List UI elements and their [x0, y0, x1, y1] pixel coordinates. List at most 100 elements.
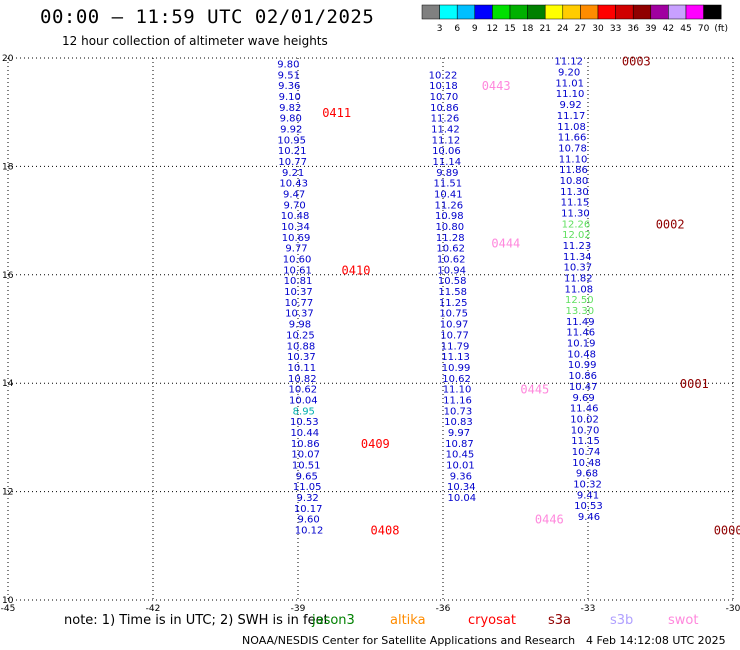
color-scale-label: 24 — [557, 24, 569, 34]
wave-height-label: 9.51 — [278, 70, 300, 81]
wave-height-label: 10.83 — [444, 417, 473, 428]
wave-height-label: 10.34 — [281, 222, 310, 233]
color-scale-swatch — [544, 4, 564, 20]
wave-height-label: 9.60 — [298, 515, 320, 526]
footnote: note: 1) Time is in UTC; 2) SWH is in fe… — [64, 613, 329, 628]
y-tick-label: 16 — [2, 271, 14, 281]
wave-height-label: 11.14 — [433, 157, 462, 168]
wave-height-label: 9.36 — [450, 471, 472, 482]
wave-height-label: 12.26 — [562, 219, 591, 230]
wave-height-label: 10.86 — [291, 439, 320, 450]
wave-height-label: 9.21 — [282, 168, 304, 179]
wave-height-label: 10.94 — [437, 265, 466, 276]
wave-height-label: 10.53 — [290, 417, 319, 428]
wave-height-label: 10.48 — [567, 349, 596, 360]
color-scale-swatch — [650, 4, 669, 20]
wave-height-label: 13.30 — [565, 306, 594, 317]
wave-height-label: 11.23 — [563, 241, 592, 252]
wave-height-label: 9.41 — [577, 490, 599, 501]
wave-height-label: 10.48 — [281, 211, 310, 222]
wave-height-label: 10.37 — [564, 263, 593, 274]
color-scale-label: 45 — [680, 24, 691, 34]
wave-height-label: 9.82 — [279, 103, 301, 114]
wave-height-label: 11.26 — [434, 200, 463, 211]
wave-height-label: 11.28 — [436, 233, 465, 244]
wave-height-label: 11.15 — [571, 436, 600, 447]
wave-height-label: 11.10 — [443, 385, 472, 396]
mission-label-swot: swot — [668, 613, 699, 628]
wave-height-label: 10.88 — [287, 341, 316, 352]
wave-height-label: 11.46 — [570, 404, 599, 415]
color-scale-swatch — [632, 4, 652, 20]
wave-height-label: 11.30 — [561, 208, 590, 219]
color-scale-swatch — [597, 4, 616, 20]
y-tick-label: 18 — [2, 162, 14, 172]
color-scale-label: 30 — [592, 24, 604, 34]
wave-height-label: 11.15 — [561, 198, 590, 209]
x-tick-label: -42 — [146, 604, 161, 614]
color-scale-swatch — [421, 4, 440, 20]
wave-height-label: 10.22 — [429, 70, 458, 81]
color-scale-swatch — [580, 4, 599, 20]
wave-height-label: 10.80 — [435, 222, 464, 233]
wave-height-label: 11.10 — [559, 154, 588, 165]
pass-annotation: 0003 — [622, 55, 651, 69]
color-scale-label: 36 — [627, 24, 639, 34]
wave-height-label: 11.79 — [441, 341, 470, 352]
color-scale-label: 33 — [610, 24, 621, 34]
wave-height-label: 10.81 — [284, 276, 313, 287]
wave-height-label: 10.48 — [572, 458, 601, 469]
wave-height-label: 11.86 — [559, 165, 588, 176]
wave-height-label: 9.46 — [578, 512, 600, 523]
wave-height-label: 11.25 — [439, 298, 468, 309]
wave-height-label: 11.49 — [566, 317, 595, 328]
wave-height-label: 9.92 — [280, 124, 302, 135]
wave-height-label: 10.73 — [444, 406, 473, 417]
color-scale-swatch — [527, 4, 546, 20]
wave-height-label: 9.92 — [559, 100, 581, 111]
wave-height-label: 10.62 — [442, 374, 471, 385]
color-scale-label: 42 — [663, 24, 674, 34]
mission-label-s3b: s3b — [610, 613, 634, 628]
color-scale-label: 12 — [487, 24, 498, 34]
pass-annotation: 0446 — [535, 513, 564, 527]
wave-height-label: 10.19 — [567, 339, 596, 350]
wave-height-label: 11.46 — [566, 328, 595, 339]
wave-height-label: 10.04 — [289, 395, 318, 406]
color-scale-label: 70 — [698, 24, 710, 34]
wave-height-label: 11.10 — [556, 89, 585, 100]
credit-line: NOAA/NESDIS Center for Satellite Applica… — [242, 634, 576, 647]
wave-height-label: 10.43 — [279, 179, 308, 190]
wave-height-label: 10.86 — [430, 103, 459, 114]
wave-height-label: 10.70 — [571, 425, 600, 436]
wave-height-label: 10.98 — [435, 211, 464, 222]
color-scale-swatch — [685, 4, 704, 20]
mission-label-cryosat: cryosat — [468, 613, 516, 628]
wave-height-label: 10.34 — [447, 482, 476, 493]
wave-height-label: 10.51 — [292, 461, 321, 472]
wave-height-label: 10.77 — [440, 330, 469, 341]
wave-height-label: 11.58 — [438, 287, 467, 298]
color-scale-label: 39 — [645, 24, 657, 34]
wave-height-label: 12.50 — [565, 295, 594, 306]
wave-height-label: 11.13 — [441, 352, 470, 363]
wave-height-label: 10.07 — [291, 450, 320, 461]
color-scale-label: 27 — [575, 24, 586, 34]
wave-height-label: 10.77 — [278, 157, 307, 168]
pass-annotation: 0000 — [714, 524, 740, 538]
wave-height-label: 10.87 — [445, 439, 474, 450]
wave-height-label: 9.32 — [297, 493, 319, 504]
mission-label-jason3: jason3 — [312, 613, 355, 628]
wave-height-label: 9.20 — [558, 68, 580, 79]
color-scale-label: 6 — [454, 24, 460, 34]
pass-annotation: 0408 — [371, 524, 400, 538]
pass-annotation: 0002 — [656, 217, 685, 231]
wave-height-label: 10.78 — [558, 143, 587, 154]
wave-height-label: 9.80 — [277, 59, 299, 70]
wave-height-label: 9.65 — [296, 471, 318, 482]
color-scale-swatch — [668, 4, 687, 20]
x-tick-label: -33 — [581, 604, 596, 614]
x-tick-label: -45 — [1, 604, 16, 614]
